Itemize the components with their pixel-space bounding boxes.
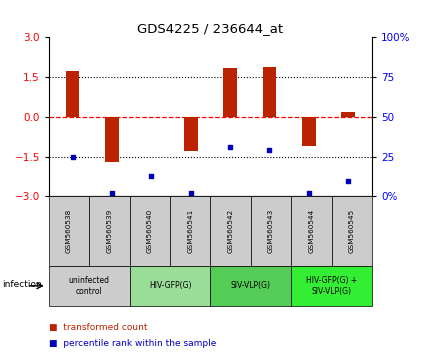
Text: infection: infection xyxy=(2,280,42,289)
Bar xyxy=(341,112,355,117)
Point xyxy=(227,144,233,150)
Point xyxy=(148,173,155,178)
Text: ■  percentile rank within the sample: ■ percentile rank within the sample xyxy=(49,339,216,348)
Bar xyxy=(105,117,119,162)
Bar xyxy=(65,71,79,117)
Text: HIV-GFP(G): HIV-GFP(G) xyxy=(149,281,191,290)
Title: GDS4225 / 236644_at: GDS4225 / 236644_at xyxy=(137,22,283,35)
Point xyxy=(69,154,76,159)
Bar xyxy=(263,67,276,117)
Text: GSM560544: GSM560544 xyxy=(308,209,314,253)
Text: HIV-GFP(G) +
SIV-VLP(G): HIV-GFP(G) + SIV-VLP(G) xyxy=(306,276,357,296)
Text: GSM560539: GSM560539 xyxy=(106,209,113,253)
Point xyxy=(345,178,351,183)
Text: GSM560543: GSM560543 xyxy=(268,209,274,253)
Point xyxy=(266,147,273,153)
Text: GSM560538: GSM560538 xyxy=(66,209,72,253)
Bar xyxy=(184,117,198,152)
Bar xyxy=(302,117,316,146)
Text: uninfected
control: uninfected control xyxy=(69,276,110,296)
Text: ■  transformed count: ■ transformed count xyxy=(49,323,147,332)
Bar xyxy=(223,69,237,117)
Text: SIV-VLP(G): SIV-VLP(G) xyxy=(231,281,271,290)
Point xyxy=(108,190,115,196)
Text: GSM560545: GSM560545 xyxy=(348,209,355,253)
Point xyxy=(306,190,312,196)
Text: GSM560542: GSM560542 xyxy=(227,209,234,253)
Text: GSM560541: GSM560541 xyxy=(187,209,193,253)
Point xyxy=(187,190,194,196)
Text: GSM560540: GSM560540 xyxy=(147,209,153,253)
